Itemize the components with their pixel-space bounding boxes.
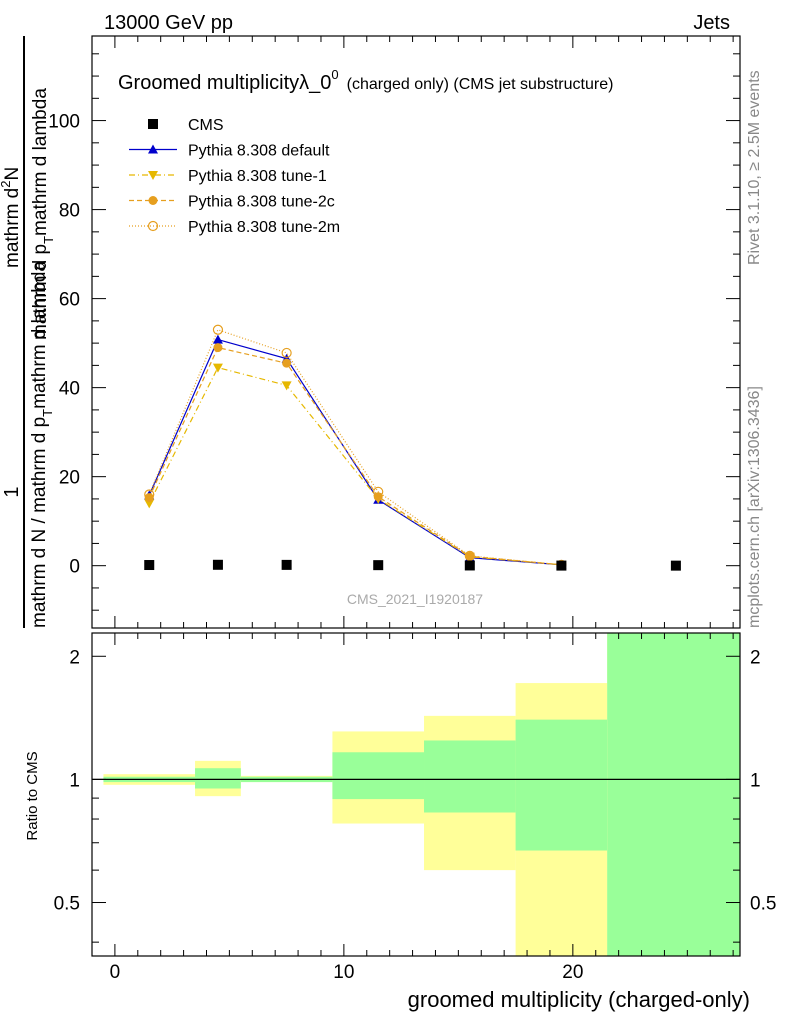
series-point-pythia-8-308-tune-2c xyxy=(213,343,223,353)
ratio-y-tick-label-right: 2 xyxy=(750,647,761,668)
ylabel-numerator: 1 xyxy=(1,486,23,497)
energy-label: 13000 GeV pp xyxy=(104,12,233,34)
x-tick-label: 20 xyxy=(562,962,583,983)
legend-label-pythia-8-308-tune-1: Pythia 8.308 tune-1 xyxy=(188,168,327,185)
rivet-label: Rivet 3.1.10, ≥ 2.5M events xyxy=(746,70,763,265)
main-title: Groomed multiplicityλ_00(charged only) (… xyxy=(118,67,613,94)
y-tick-label: 20 xyxy=(59,468,80,489)
ratio-band-green xyxy=(607,633,740,956)
series-point-pythia-8-308-tune-2c xyxy=(282,358,292,368)
x-tick-label: 10 xyxy=(333,962,354,983)
analysis-label: CMS_2021_I1920187 xyxy=(347,591,483,607)
series-point-pythia-8-308-tune-2m xyxy=(464,550,475,561)
y-tick-label: 80 xyxy=(59,201,80,222)
legend-marker-pythia-8-308-tune-1 xyxy=(148,171,158,180)
series-point-pythia-8-308-tune-2m xyxy=(281,347,292,359)
ratio-y-tick-label-right: 1 xyxy=(750,770,761,791)
ratio-y-tick-label-right: 0.5 xyxy=(750,894,776,915)
ratio-y-tick-label: 1 xyxy=(69,770,80,791)
ratio-axes: 0 10 20 0.5 0.5 1 1 2 2 xyxy=(54,632,776,983)
series-line-pythia-8-308-tune-1 xyxy=(148,366,562,566)
series-point-pythia-8-308-tune-2m xyxy=(373,486,384,497)
series-line-pythia-8-308-default xyxy=(148,338,562,566)
series-point-cms xyxy=(556,560,567,571)
ratio-ylabel: Ratio to CMS xyxy=(24,751,41,840)
y-tick-label: 40 xyxy=(59,379,80,400)
ylabel-top-denominator: mathrm d pTmathrm d lambda xyxy=(30,88,56,340)
process-label: Jets xyxy=(693,12,730,34)
legend-marker-pythia-8-308-default xyxy=(148,144,158,154)
ratio-frame xyxy=(91,632,741,957)
ratio-y-tick-label: 0.5 xyxy=(54,894,80,915)
main-frame xyxy=(91,35,741,629)
ratio-band-green xyxy=(424,740,516,813)
ratio-band-green xyxy=(195,768,241,789)
series-point-pythia-8-308-tune-1 xyxy=(281,381,292,391)
series-point-pythia-8-308-tune-2m xyxy=(212,324,224,335)
series-point-pythia-8-308-default xyxy=(212,334,223,344)
series-point-pythia-8-308-tune-2c xyxy=(465,551,475,561)
series-line-pythia-8-308-tune-2m xyxy=(148,329,562,566)
legend-label-pythia-8-308-tune-2m: Pythia 8.308 tune-2m xyxy=(188,219,340,236)
main-axes: 0 20 40 60 80 100 xyxy=(48,35,741,629)
ylabel-denominator: mathrm d N / mathrm d pTmathrm d lambda xyxy=(29,261,55,628)
series-point-cms xyxy=(670,560,681,571)
y-tick-label: 0 xyxy=(69,557,80,578)
series-point-cms xyxy=(144,560,155,571)
legend-label-pythia-8-308-default: Pythia 8.308 default xyxy=(188,143,330,160)
y-tick-label: 60 xyxy=(59,290,80,311)
series-point-pythia-8-308-tune-1 xyxy=(144,499,155,509)
series-point-pythia-8-308-tune-2m xyxy=(144,489,155,500)
series-point-cms xyxy=(373,560,384,571)
x-tick-label: 0 xyxy=(110,962,121,983)
legend: CMS Pythia 8.308 default Pythia 8.308 tune… xyxy=(129,117,340,236)
series-point-pythia-8-308-tune-1 xyxy=(212,363,223,373)
legend-marker-cms xyxy=(148,119,158,129)
ratio-y-tick-label: 2 xyxy=(69,647,80,668)
series-point-pythia-8-308-tune-2c xyxy=(144,493,154,503)
main-series xyxy=(144,324,681,571)
main-ylabel: 1 mathrm d N / mathrm d pTmathrm d lambd… xyxy=(0,36,56,628)
y-tick-label: 100 xyxy=(48,112,80,133)
ratio-band-green xyxy=(515,719,608,851)
x-axis-label: groomed multiplicity (charged-only) xyxy=(408,987,750,1012)
legend-marker-pythia-8-308-tune-2c xyxy=(148,196,158,205)
series-point-cms xyxy=(281,559,292,570)
ratio-band-green xyxy=(332,752,425,800)
legend-label-pythia-8-308-tune-2c: Pythia 8.308 tune-2c xyxy=(188,194,335,211)
mcplots-label: mcplots.cern.ch [arXiv:1306.3436] xyxy=(746,386,763,628)
series-point-cms xyxy=(464,560,475,571)
series-point-cms xyxy=(212,559,223,570)
ylabel-top-numerator: mathrm d2N xyxy=(0,167,23,268)
legend-label-cms: CMS xyxy=(188,117,224,134)
legend-marker-pythia-8-308-tune-2m xyxy=(147,220,159,232)
series-line-pythia-8-308-tune-2c xyxy=(148,346,562,566)
ratio-plot-area xyxy=(92,633,740,956)
